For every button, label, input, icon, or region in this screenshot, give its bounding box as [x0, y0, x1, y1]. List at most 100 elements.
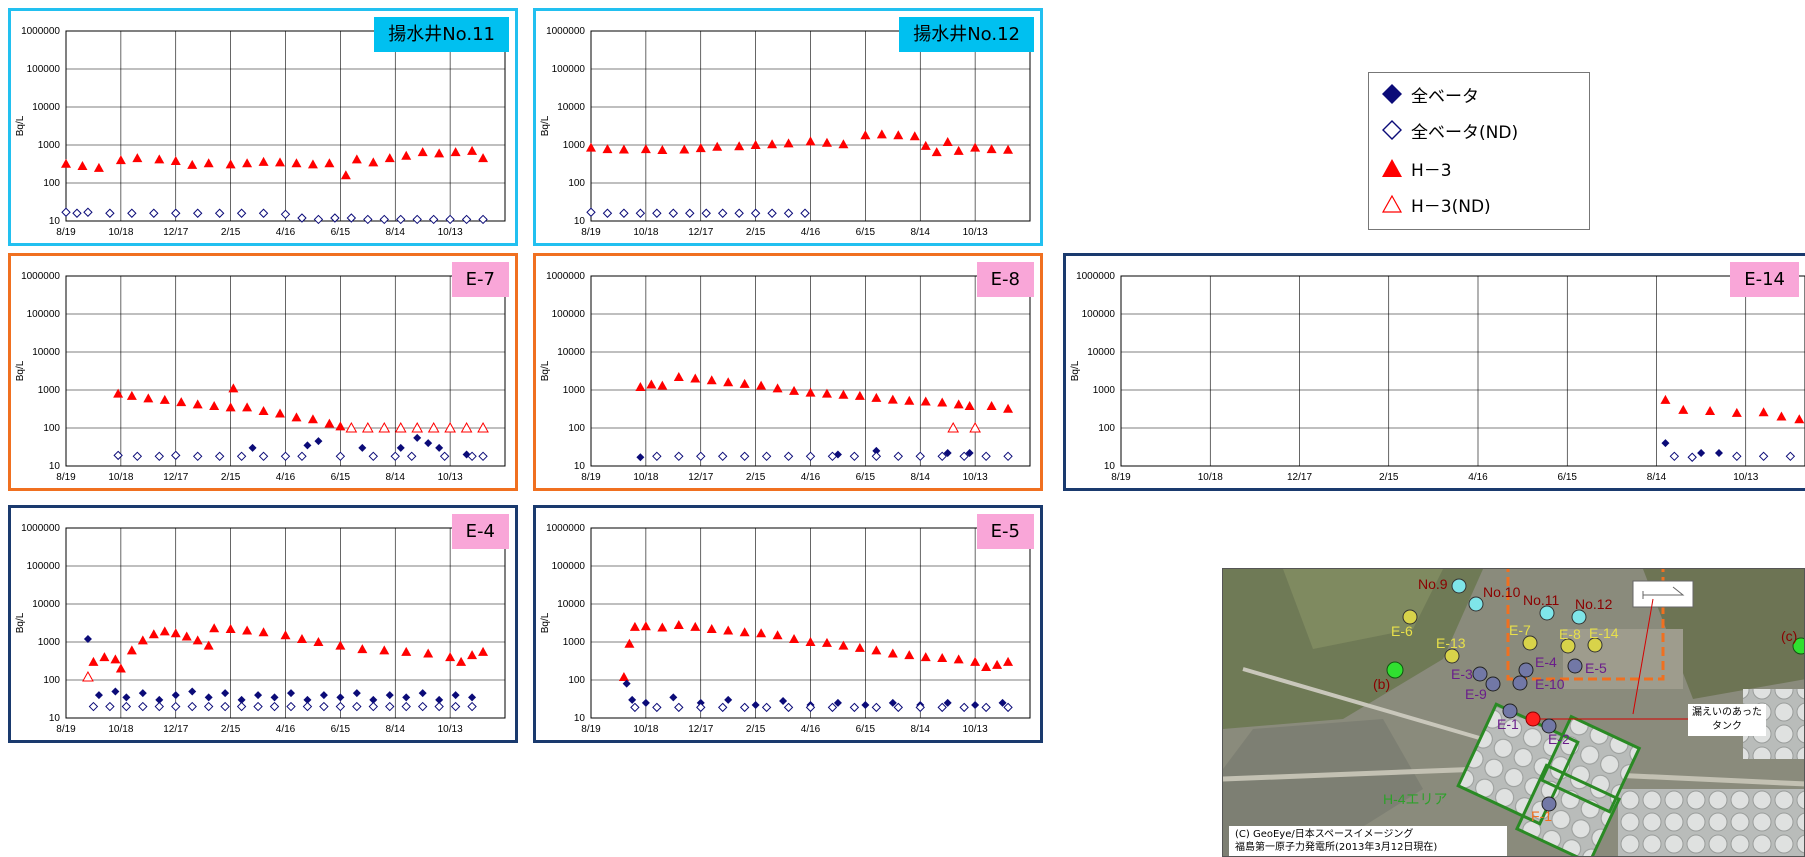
map-labels: No.9 No.10 No.11 No.12 E-6 E-13 E-7 E-8 …: [1373, 576, 1797, 824]
x-tick-label: 10/18: [633, 472, 658, 483]
data-point: [635, 208, 646, 218]
data-point: [783, 208, 794, 218]
data-point: [673, 620, 684, 630]
data-point: [756, 380, 767, 390]
data-point: [772, 630, 783, 640]
data-point: [712, 141, 723, 151]
series-diamond-open: [630, 702, 1013, 713]
map-credit: (C) GeoEye/日本スペースイメージング 福島第一原子力発電所(2013年…: [1229, 826, 1507, 856]
x-tick-label: 8/14: [911, 227, 931, 238]
data-point: [368, 451, 379, 462]
data-point: [188, 687, 197, 696]
y-tick-label: 1000: [563, 385, 586, 396]
data-point: [1669, 451, 1680, 462]
data-point: [756, 628, 767, 638]
data-point: [385, 691, 394, 700]
x-tick-label: 6/15: [856, 724, 876, 735]
data-point: [805, 702, 816, 713]
data-point: [115, 663, 126, 673]
data-point: [220, 701, 230, 712]
data-point: [291, 158, 302, 168]
y-tick-label: 1000000: [21, 523, 60, 534]
x-tick-label: 4/16: [276, 724, 296, 735]
data-point: [203, 701, 214, 712]
y-tick-label: 100: [43, 423, 60, 434]
series-diamond-filled: [636, 446, 974, 462]
data-point: [821, 388, 832, 398]
svg-text:E-10: E-10: [1535, 676, 1565, 692]
data-point: [904, 395, 915, 405]
y-tick-label: 100: [568, 675, 585, 686]
data-point: [402, 693, 411, 702]
svg-text:E-14: E-14: [1589, 625, 1619, 641]
y-axis-label: Bq/L: [15, 360, 26, 381]
data-point: [159, 626, 170, 636]
data-point: [439, 451, 450, 462]
x-tick-label: 8/14: [911, 472, 931, 483]
data-point: [943, 698, 952, 707]
data-point: [673, 371, 684, 381]
data-point: [149, 208, 159, 218]
data-point: [1705, 406, 1716, 416]
data-point: [228, 383, 239, 393]
y-tick-label: 100: [43, 178, 60, 189]
chart-svg: 10 100 1000 10000 100000 1000000 8/19 10/18 12/1…: [15, 523, 506, 735]
map-points: [1386, 578, 1804, 812]
data-point: [451, 691, 460, 700]
data-point: [335, 451, 346, 462]
svg-text:No.12: No.12: [1575, 596, 1613, 612]
series-diamond-filled: [248, 433, 471, 459]
data-point: [209, 623, 220, 633]
series-triangle-filled: [618, 620, 1014, 681]
data-point: [418, 689, 427, 698]
data-point: [297, 213, 307, 223]
x-tick-label: 12/17: [163, 227, 188, 238]
data-point: [427, 421, 440, 433]
data-point: [992, 659, 1003, 669]
map-point-e10: [1512, 675, 1528, 691]
y-tick-label: 10: [49, 216, 61, 227]
x-tick-label: 8/19: [581, 724, 601, 735]
x-tick-label: 8/14: [386, 472, 406, 483]
map-point-f1: [1541, 796, 1557, 812]
data-point: [77, 161, 88, 171]
data-point: [258, 156, 269, 166]
y-tick-label: 1000: [38, 637, 61, 648]
grid: [590, 275, 1031, 467]
data-point: [417, 701, 428, 712]
data-point: [111, 687, 120, 696]
data-point: [657, 622, 668, 632]
data-point: [361, 421, 374, 433]
map-point-b: [1386, 661, 1404, 679]
x-tick-label: 4/16: [801, 724, 821, 735]
x-tick-label: 2/15: [746, 472, 766, 483]
x-tick-label: 6/15: [331, 724, 351, 735]
chart-title: E-14: [1730, 262, 1799, 297]
data-point: [724, 695, 733, 704]
data-point: [805, 387, 816, 397]
x-tick-label: 10/18: [108, 724, 133, 735]
data-point: [696, 702, 706, 713]
data-point: [248, 443, 257, 452]
svg-text:No.11: No.11: [1523, 592, 1560, 608]
data-point: [629, 621, 640, 631]
grid: [1120, 275, 1805, 467]
data-point: [602, 144, 613, 154]
series-diamond-filled: [622, 679, 1007, 709]
data-point: [717, 702, 728, 713]
data-point: [477, 421, 489, 433]
data-point: [854, 390, 865, 400]
data-point: [396, 214, 406, 225]
data-point: [424, 439, 433, 448]
data-point: [761, 702, 772, 713]
x-tick-label: 10/13: [438, 472, 463, 483]
data-point: [1661, 439, 1670, 448]
data-point: [313, 637, 324, 646]
map-point-leak: [1525, 711, 1541, 727]
data-point: [1660, 394, 1671, 404]
data-point: [138, 689, 147, 698]
data-point: [467, 451, 477, 462]
data-point: [280, 209, 291, 220]
data-point: [94, 691, 103, 700]
data-point: [127, 208, 137, 218]
